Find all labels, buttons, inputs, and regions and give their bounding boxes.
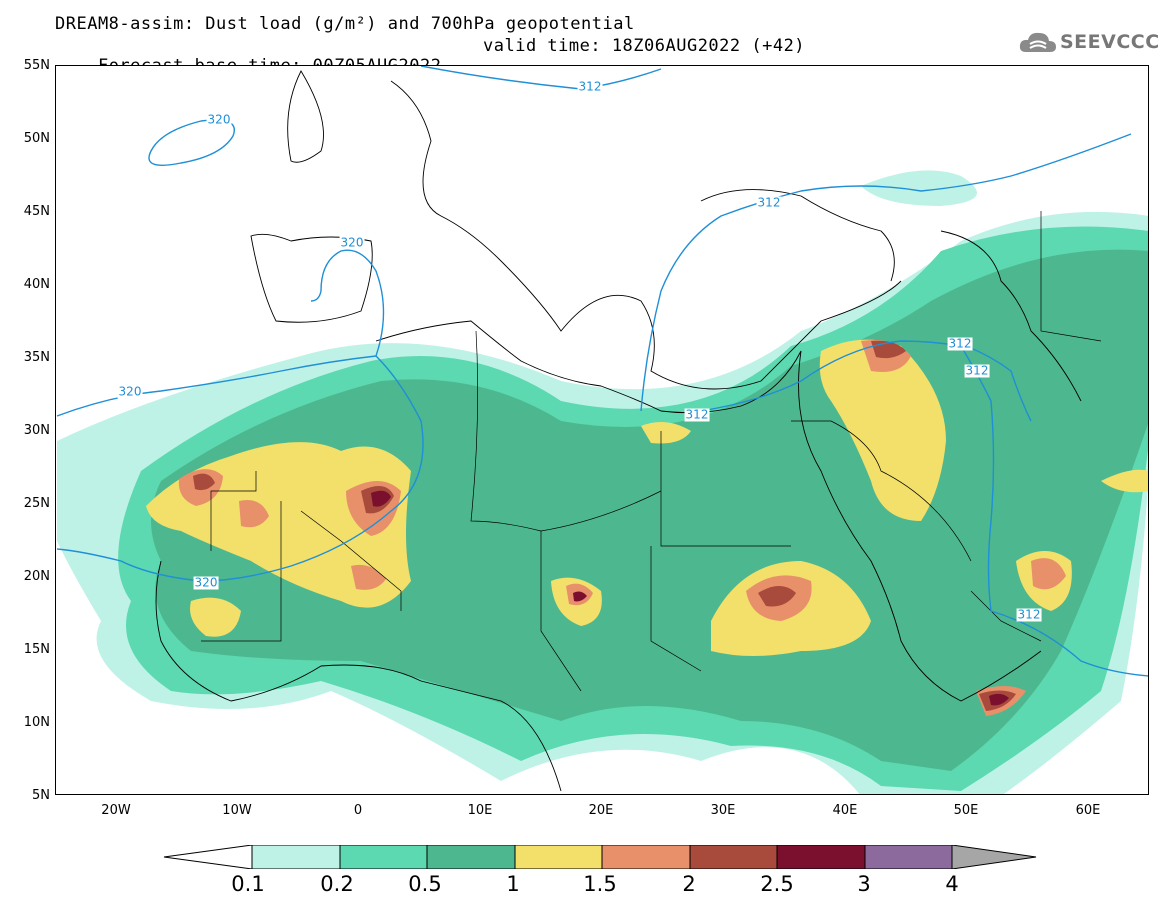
coastlines <box>155 70 1082 792</box>
colorbar-tick-4: 4 <box>945 872 959 896</box>
colorbar-bin-0.1 <box>251 845 341 869</box>
contour-label-312: 312 <box>684 407 710 422</box>
colorbar-tick-3: 3 <box>857 872 871 896</box>
dust-band-3 <box>371 490 391 507</box>
colorbar-tick-1.5: 1.5 <box>583 872 617 896</box>
dust-band-1e <box>819 339 946 521</box>
colorbar-bin-0.5 <box>426 845 516 869</box>
dust-band-1.5c <box>239 500 269 528</box>
lon-label-30e: 30E <box>710 803 736 818</box>
map-panel: 320 320 320 320 312 312 312 312 312 312 <box>55 65 1149 795</box>
colorbar-bin-0.2 <box>339 845 428 869</box>
map-title: DREAM8-assim: Dust load (g/m²) and 700hP… <box>55 14 635 34</box>
lon-label-40e: 40E <box>832 803 858 818</box>
colorbar-tick-0.1: 0.1 <box>231 872 265 896</box>
colorbar <box>163 845 1037 869</box>
contour-label-312: 312 <box>964 363 990 378</box>
contour-label-312: 312 <box>947 336 973 351</box>
colorbar-bin-2.5 <box>776 845 866 869</box>
dust-band-1.5g <box>1031 558 1066 590</box>
geopotential-contours <box>56 66 1148 677</box>
borders <box>201 211 1102 692</box>
lat-label-10n: 10N <box>23 715 50 730</box>
colorbar-bin-1 <box>514 845 603 869</box>
contour-label-312: 312 <box>756 195 782 210</box>
colorbar-tick-0.5: 0.5 <box>408 872 442 896</box>
dust-band-1b <box>190 597 241 637</box>
lat-label-20n: 20N <box>23 569 50 584</box>
colorbar-tick-1: 1 <box>506 872 520 896</box>
dust-band-1h <box>1101 469 1148 493</box>
lon-label-10e: 10E <box>467 803 493 818</box>
lon-label-0: 0 <box>353 803 363 818</box>
dust-band-0.1-north <box>861 170 977 206</box>
colorbar-tick-2: 2 <box>682 872 696 896</box>
contour-label-320: 320 <box>193 575 219 590</box>
colorbar-bin-1.5 <box>601 845 691 869</box>
lon-label-20w: 20W <box>101 803 131 818</box>
contour-label-320: 320 <box>339 235 365 250</box>
dust-band-1g <box>641 422 691 444</box>
cloud-icon <box>1019 32 1056 52</box>
colorbar-bin-2 <box>689 845 778 869</box>
contour-label-312: 312 <box>1016 607 1042 622</box>
dust-band-2 <box>193 473 215 491</box>
lat-label-45n: 45N <box>23 204 50 219</box>
lon-label-10w: 10W <box>222 803 252 818</box>
lat-label-35n: 35N <box>23 350 50 365</box>
lat-label-25n: 25N <box>23 496 50 511</box>
lat-label-30n: 30N <box>23 423 50 438</box>
dust-band-2c <box>758 586 796 607</box>
lat-label-55n: 55N <box>23 58 50 73</box>
logo-text: SEEVCCC <box>1060 31 1160 53</box>
map-canvas <box>56 66 1148 794</box>
lat-label-40n: 40N <box>23 277 50 292</box>
dust-band-3b <box>989 693 1009 706</box>
lon-label-20e: 20E <box>588 803 614 818</box>
lat-label-5n: 5N <box>32 788 50 803</box>
dust-band-3c <box>573 591 587 602</box>
seevccc-logo: SEEVCCC <box>1018 28 1160 56</box>
colorbar-bin-3 <box>864 845 953 869</box>
colorbar-low-arrow <box>163 845 253 869</box>
colorbar-high-arrow <box>951 845 1037 869</box>
lat-label-50n: 50N <box>23 131 50 146</box>
lon-label-60e: 60E <box>1075 803 1101 818</box>
colorbar-tick-0.2: 0.2 <box>320 872 354 896</box>
colorbar-tick-2.5: 2.5 <box>760 872 794 896</box>
contour-label-312: 312 <box>577 79 603 94</box>
contour-label-320: 320 <box>117 384 143 399</box>
contour-label-320: 320 <box>206 112 232 127</box>
lon-label-50e: 50E <box>953 803 979 818</box>
lat-label-15n: 15N <box>23 642 50 657</box>
valid-time: valid time: 18Z06AUG2022 (+42) <box>483 36 806 56</box>
